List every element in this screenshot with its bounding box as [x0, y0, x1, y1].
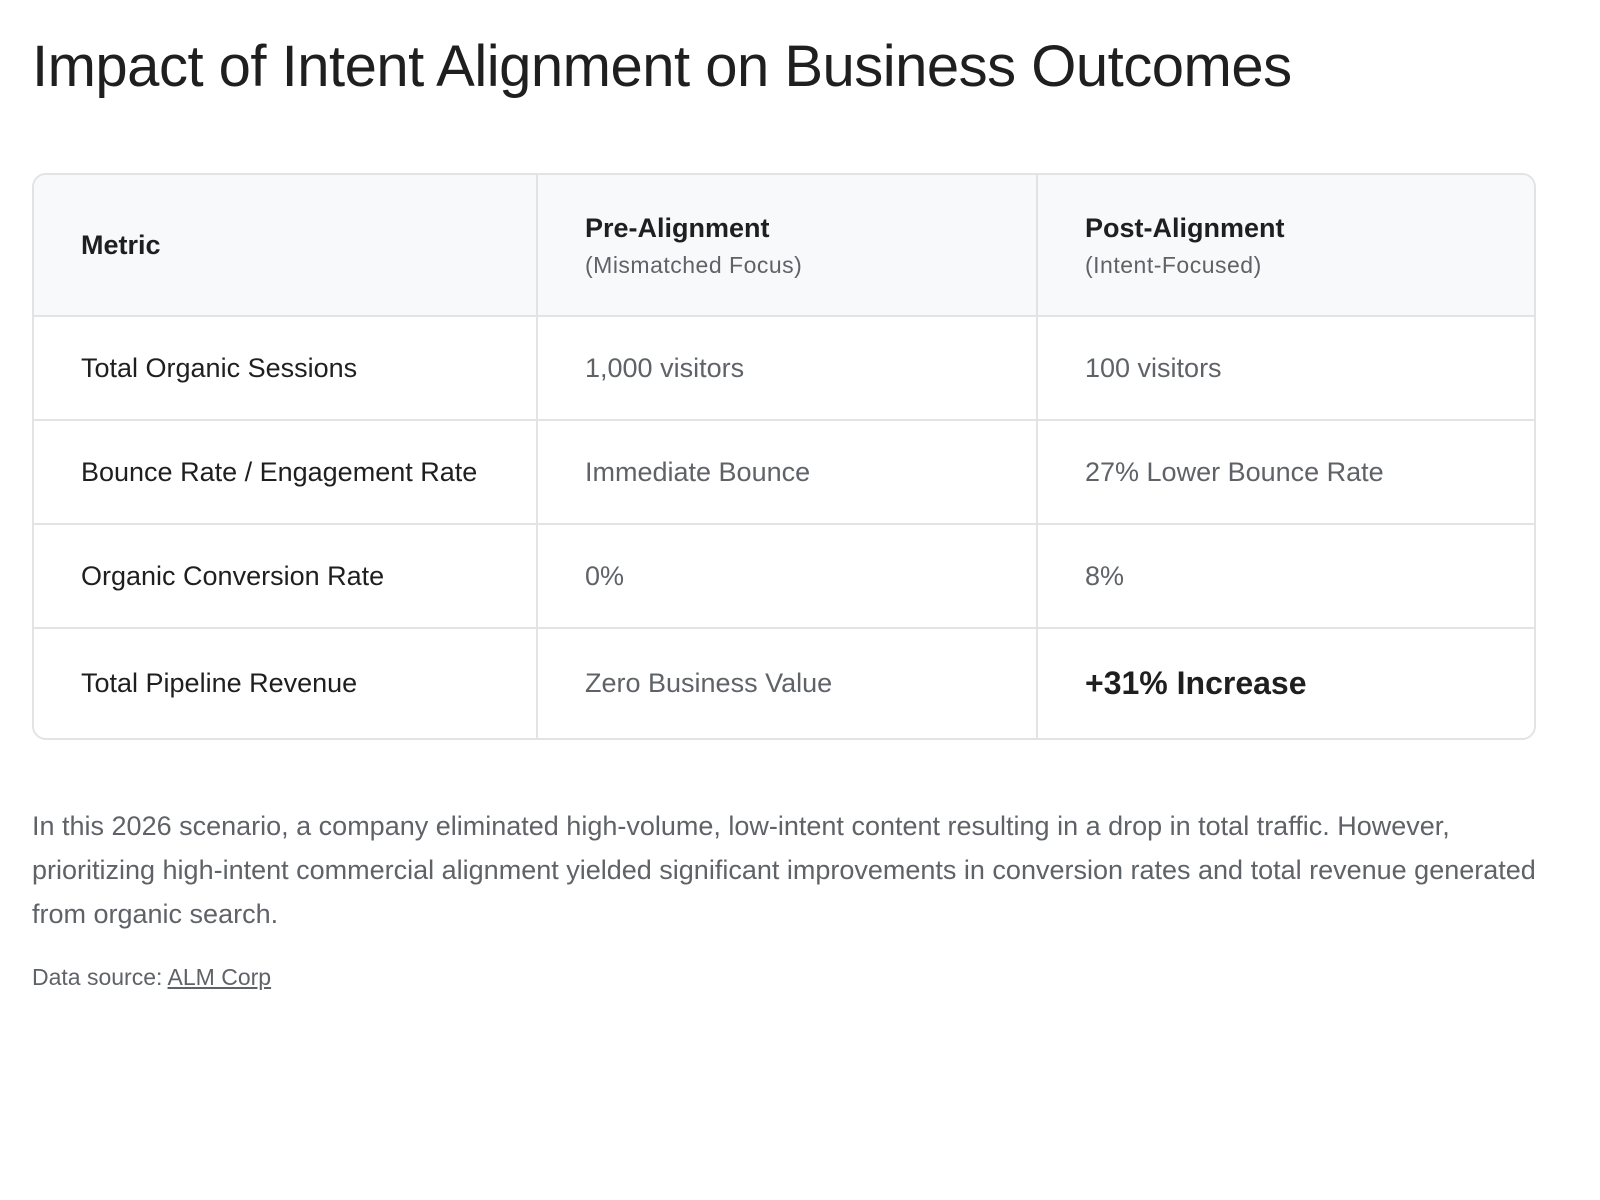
table-header-row: Metric Pre-Alignment (Mismatched Focus) … [34, 175, 1534, 317]
header-metric: Metric [34, 175, 538, 317]
metric-cell: Total Pipeline Revenue [34, 628, 538, 738]
pre-alignment-cell: Immediate Bounce [537, 420, 1038, 525]
post-alignment-cell: 8% [1037, 524, 1534, 629]
comparison-table-container: Metric Pre-Alignment (Mismatched Focus) … [32, 173, 1536, 740]
pre-alignment-cell: 0% [537, 524, 1038, 629]
pre-alignment-cell: Zero Business Value [537, 628, 1038, 738]
pre-alignment-cell: 1,000 visitors [537, 316, 1038, 421]
table-row: Organic Conversion Rate 0% 8% [34, 524, 1534, 629]
header-pre-alignment: Pre-Alignment (Mismatched Focus) [537, 175, 1038, 317]
comparison-table: Metric Pre-Alignment (Mismatched Focus) … [34, 175, 1534, 738]
data-source-line: Data source: ALM Corp [32, 964, 1568, 991]
table-row: Bounce Rate / Engagement Rate Immediate … [34, 420, 1534, 525]
data-source-link[interactable]: ALM Corp [167, 964, 272, 990]
post-alignment-highlight-cell: +31% Increase [1085, 665, 1307, 701]
header-metric-label: Metric [81, 230, 161, 260]
post-alignment-cell: 100 visitors [1037, 316, 1534, 421]
data-source-prefix: Data source: [32, 964, 168, 990]
description-paragraph: In this 2026 scenario, a company elimina… [32, 811, 1536, 929]
header-post-label: Post-Alignment [1085, 213, 1285, 243]
post-alignment-cell: 27% Lower Bounce Rate [1037, 420, 1534, 525]
header-post-sublabel: (Intent-Focused) [1085, 252, 1262, 278]
header-post-alignment: Post-Alignment (Intent-Focused) [1037, 175, 1534, 317]
metric-cell: Bounce Rate / Engagement Rate [34, 420, 538, 525]
table-row: Total Pipeline Revenue Zero Business Val… [34, 628, 1534, 738]
table-row: Total Organic Sessions 1,000 visitors 10… [34, 316, 1534, 421]
metric-cell: Total Organic Sessions [34, 316, 538, 421]
page-title: Impact of Intent Alignment on Business O… [32, 34, 1292, 99]
metric-cell: Organic Conversion Rate [34, 524, 538, 629]
header-pre-label: Pre-Alignment [585, 213, 770, 243]
page: Impact of Intent Alignment on Business O… [32, 34, 1568, 991]
header-pre-sublabel: (Mismatched Focus) [585, 252, 803, 278]
